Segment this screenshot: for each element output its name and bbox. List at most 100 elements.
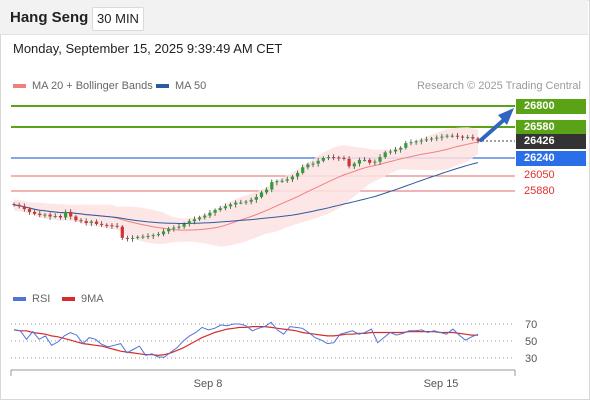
candle-down: [58, 216, 62, 218]
candle-up: [445, 135, 449, 137]
level-label-s2: 25880: [524, 185, 555, 197]
candle-up: [228, 204, 233, 207]
legend-ma9: 9MA: [62, 293, 104, 305]
candle-up: [316, 160, 320, 164]
rsi-tick-30: 30: [525, 353, 537, 365]
instrument-title: Hang Seng: [10, 9, 89, 26]
candle-up: [151, 235, 155, 237]
legend-bollinger: MA 20 + Bollinger Bands: [13, 80, 153, 92]
legend-ma9-label: 9MA: [81, 293, 104, 305]
candle-up: [388, 151, 392, 153]
bollinger-bands: [13, 127, 479, 247]
candle-down: [125, 237, 129, 239]
x-tick-sep8: Sep 8: [194, 378, 223, 390]
candle-up: [440, 136, 444, 138]
candle-up: [131, 237, 135, 239]
candle-up: [192, 219, 196, 222]
candle-up: [311, 163, 315, 165]
interval-button[interactable]: 30 MIN: [92, 7, 144, 31]
candle-up: [275, 181, 279, 183]
legend-rsi: RSI: [13, 293, 50, 305]
candle-up: [414, 141, 418, 143]
candle-up: [259, 192, 264, 197]
candle-down: [74, 216, 78, 221]
candle-up: [198, 217, 202, 220]
candle-up: [161, 231, 166, 235]
candle-up: [223, 206, 227, 209]
candle-up: [378, 157, 382, 162]
candle-down: [347, 158, 351, 167]
candle-up: [285, 179, 289, 181]
candle-down: [368, 159, 372, 163]
candle-up: [53, 216, 57, 217]
candle-up: [352, 163, 356, 167]
candle-up: [409, 142, 413, 144]
candle-up: [136, 236, 140, 238]
rsi-line: [13, 321, 479, 358]
candle-up: [419, 140, 423, 142]
candle-up: [43, 214, 47, 216]
candle-up: [290, 176, 294, 180]
candle-down: [110, 225, 114, 227]
candle-up: [424, 139, 428, 141]
ma9-swatch: [62, 297, 75, 301]
candle-up: [141, 236, 145, 238]
candle-down: [476, 138, 480, 141]
candle-up: [326, 157, 331, 159]
candle-down: [105, 224, 109, 226]
candles: [12, 132, 480, 242]
x-tick-sep15: Sep 15: [424, 378, 459, 390]
candle-up: [167, 228, 171, 232]
candle-down: [337, 157, 341, 159]
candle-down: [17, 204, 21, 207]
bollinger-swatch: [13, 84, 26, 88]
candle-up: [280, 180, 284, 182]
candle-up: [450, 135, 454, 137]
candle-down: [69, 211, 73, 217]
candle-up: [393, 149, 398, 152]
candle-up: [265, 189, 269, 193]
candle-up: [466, 137, 470, 139]
candle-up: [430, 138, 434, 140]
candle-up: [177, 226, 181, 228]
timestamp: Monday, September 15, 2025 9:39:49 AM CE…: [13, 41, 283, 56]
candle-down: [12, 204, 16, 205]
candle-up: [435, 137, 439, 139]
ma50-line: [13, 162, 479, 224]
candle-up: [64, 211, 68, 218]
candle-up: [399, 147, 403, 150]
level-label-pivot: 26240: [516, 151, 586, 166]
candle-up: [182, 223, 186, 227]
candle-down: [460, 136, 465, 138]
candle-up: [244, 201, 248, 203]
legend-ma50-label: MA 50: [175, 80, 207, 92]
candle-down: [100, 223, 104, 225]
candle-up: [301, 167, 305, 173]
rsi-tick-70: 70: [525, 319, 537, 331]
candle-up: [249, 199, 253, 202]
candle-up: [363, 159, 367, 161]
candle-down: [33, 211, 37, 214]
candle-up: [270, 182, 274, 190]
rsi-tick-50: 50: [525, 336, 537, 348]
level-label-last: 26426: [516, 134, 586, 149]
bollinger-band-fill: [14, 127, 478, 247]
candle-up: [203, 215, 207, 218]
chart-header: Hang Seng 30 MIN: [0, 0, 588, 35]
candle-up: [357, 159, 361, 164]
candle-down: [38, 213, 42, 216]
candle-up: [404, 143, 408, 148]
candle-up: [234, 202, 238, 205]
level-label-r2: 26800: [516, 99, 586, 114]
candle-up: [187, 221, 191, 224]
candle-up: [213, 210, 217, 213]
candle-up: [208, 212, 212, 216]
candle-down: [48, 214, 52, 217]
legend-bollinger-label: MA 20 + Bollinger Bands: [32, 80, 153, 92]
legend-ma50: MA 50: [156, 80, 206, 92]
candle-up: [156, 234, 160, 236]
level-label-s1: 26050: [524, 169, 555, 181]
candle-up: [239, 202, 243, 204]
candle-up: [321, 158, 325, 161]
